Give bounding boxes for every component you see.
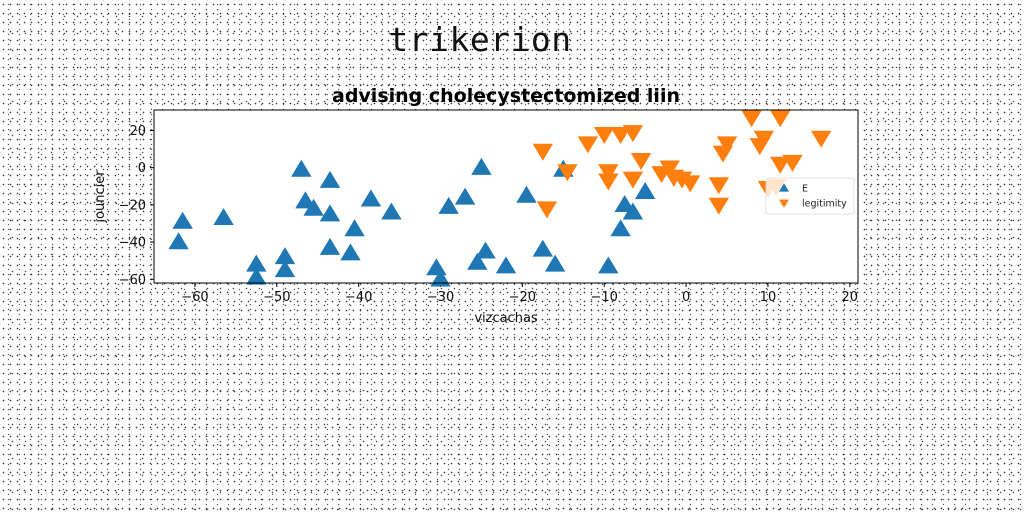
legitimity-point xyxy=(557,164,578,182)
chart-title: advising cholecystectomized liin xyxy=(332,85,680,107)
y-tick-label: −20 xyxy=(119,198,146,213)
x-axis-label: vizcachas xyxy=(474,311,538,326)
E-point xyxy=(544,254,566,272)
E-point xyxy=(430,269,451,287)
legitimity-point xyxy=(659,160,680,178)
E-point xyxy=(246,267,267,285)
E-point xyxy=(598,256,619,274)
x-tick-label: 0 xyxy=(682,290,690,305)
legend-marker xyxy=(779,199,789,208)
legitimity-point xyxy=(770,156,791,174)
E-point xyxy=(213,208,234,226)
legitimity-point xyxy=(610,127,631,144)
E-point xyxy=(381,202,402,220)
x-tick-label: 20 xyxy=(842,290,859,305)
E-point xyxy=(291,159,312,177)
y-axis-label: jouncier xyxy=(93,170,108,224)
legitimity-point xyxy=(708,197,730,215)
legitimity-point xyxy=(577,136,599,154)
legitimity-point xyxy=(594,127,615,144)
legitimity-point xyxy=(630,153,652,171)
y-tick-label: −40 xyxy=(119,236,146,251)
E-point xyxy=(438,196,459,214)
E-point xyxy=(467,252,488,270)
legitimity-point xyxy=(679,175,701,193)
E-point xyxy=(319,170,341,188)
tick-layer: −60 −50 −40 −30 −20 −10 0 10 20 −60 −40 −20 0 20 xyxy=(119,110,859,305)
E-point xyxy=(634,182,656,200)
E-point xyxy=(454,187,476,205)
E-point xyxy=(475,241,496,259)
x-tick-label: −30 xyxy=(427,290,454,305)
E-point xyxy=(319,204,341,222)
E-point xyxy=(303,198,324,216)
x-tick-label: −50 xyxy=(263,290,290,305)
E-point xyxy=(614,195,635,213)
E-point xyxy=(495,256,517,274)
legitimity-point xyxy=(770,110,791,128)
E-point xyxy=(532,239,554,257)
legend-label: E xyxy=(802,184,808,195)
legitimity-point xyxy=(536,201,558,219)
E-point xyxy=(471,157,492,175)
E-point xyxy=(610,219,631,237)
figure-suptitle: trikerion xyxy=(388,20,572,59)
legitimity-point xyxy=(716,136,738,154)
legitimity-point xyxy=(782,154,803,172)
x-tick-label: −20 xyxy=(509,290,536,305)
x-tick-label: −40 xyxy=(345,290,372,305)
legend-frame xyxy=(765,177,855,215)
x-tick-label: −10 xyxy=(591,290,618,305)
legitimity-point xyxy=(810,130,832,148)
E-point xyxy=(344,219,365,237)
x-tick-label: −60 xyxy=(181,290,208,305)
E-point xyxy=(360,189,382,207)
y-tick-label: −60 xyxy=(119,273,146,288)
legitimity-point xyxy=(753,130,775,148)
legitimity-point xyxy=(532,143,554,161)
y-tick-label: 20 xyxy=(129,124,146,139)
E-point xyxy=(274,260,296,278)
y-tick-label: 0 xyxy=(138,161,146,176)
x-tick-label: 10 xyxy=(760,290,777,305)
legend-marker xyxy=(779,183,789,192)
E-point xyxy=(622,202,644,220)
plot-frame xyxy=(153,109,859,284)
E-point xyxy=(295,191,316,209)
E-point xyxy=(168,232,189,250)
legitimity-point xyxy=(622,125,644,143)
E-point xyxy=(516,185,537,203)
legitimity-point xyxy=(622,171,644,189)
legitimity-point xyxy=(598,164,619,182)
legitimity-point xyxy=(598,173,619,191)
E-point xyxy=(172,211,193,229)
legitimity-point xyxy=(708,177,730,195)
E-point xyxy=(340,243,361,261)
legend-label: legitimity xyxy=(802,199,847,210)
legitimity-point xyxy=(741,110,762,128)
E-point xyxy=(319,237,341,255)
